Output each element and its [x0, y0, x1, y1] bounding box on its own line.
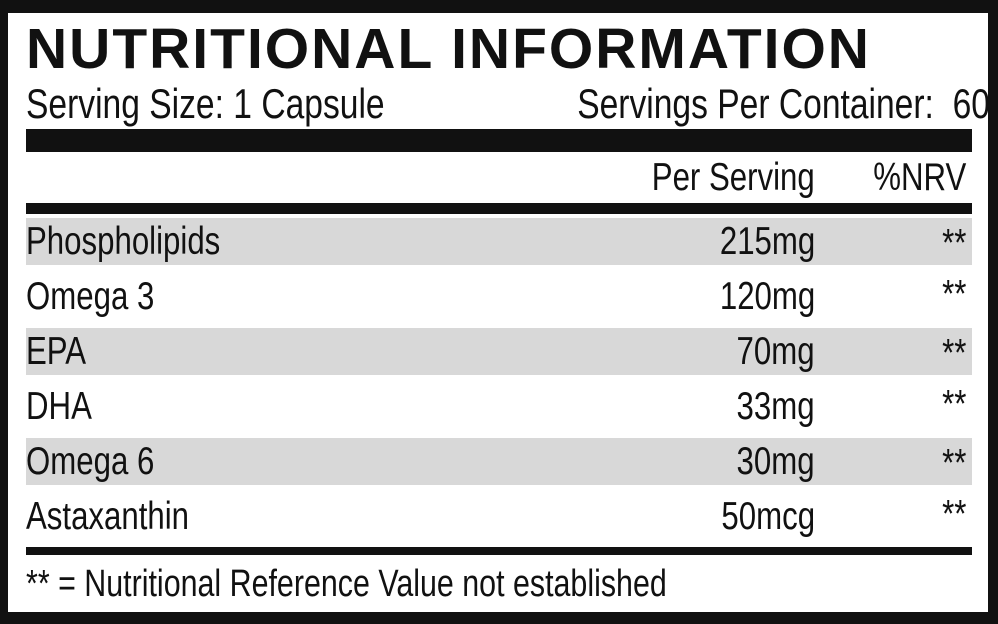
- row-nrv: **: [941, 332, 966, 375]
- label-title: NUTRITIONAL INFORMATION: [26, 17, 871, 81]
- row-name: Omega 3: [26, 274, 155, 318]
- serving-info-row: Serving Size: 1 Capsule Servings Per Con…: [26, 80, 990, 127]
- row-nrv: **: [941, 383, 966, 426]
- row-nrv: **: [941, 442, 966, 485]
- row-amount: 30mg: [736, 439, 815, 483]
- row-amount: 70mg: [736, 329, 815, 373]
- divider-bar-thin: [26, 203, 972, 214]
- row-name: EPA: [26, 329, 87, 373]
- table-row: Omega 3 120mg **: [26, 269, 972, 324]
- column-header-per-serving: Per Serving: [651, 155, 815, 199]
- nutrient-table: Phospholipids 215mg ** Omega 3 120mg ** …: [26, 214, 972, 544]
- footnote-text: ** = Nutritional Reference Value not est…: [26, 563, 667, 605]
- row-name: DHA: [26, 384, 92, 428]
- column-header-nrv: %NRV: [872, 155, 966, 199]
- table-header-row: Per Serving %NRV: [26, 152, 972, 203]
- row-nrv: **: [941, 273, 966, 316]
- table-row: Omega 6 30mg **: [26, 434, 972, 489]
- label-content: NUTRITIONAL INFORMATION Serving Size: 1 …: [8, 17, 990, 621]
- row-name: Phospholipids: [26, 219, 221, 263]
- table-row: Astaxanthin 50mcg **: [26, 489, 972, 544]
- serving-size-text: Serving Size: 1 Capsule: [26, 80, 385, 127]
- servings-per-container-text: Servings Per Container: 60: [577, 80, 991, 127]
- divider-bar-footnote: [26, 547, 972, 555]
- row-amount: 120mg: [719, 274, 815, 318]
- row-amount: 33mg: [736, 384, 815, 428]
- row-name: Astaxanthin: [26, 494, 190, 538]
- row-amount: 50mcg: [721, 494, 815, 538]
- table-row: Phospholipids 215mg **: [26, 214, 972, 269]
- divider-bar-thick: [26, 129, 972, 152]
- table-row: DHA 33mg **: [26, 379, 972, 434]
- table-row: EPA 70mg **: [26, 324, 972, 379]
- row-amount: 215mg: [719, 219, 815, 263]
- row-nrv: **: [941, 222, 966, 265]
- row-nrv: **: [941, 493, 966, 536]
- row-name: Omega 6: [26, 439, 155, 483]
